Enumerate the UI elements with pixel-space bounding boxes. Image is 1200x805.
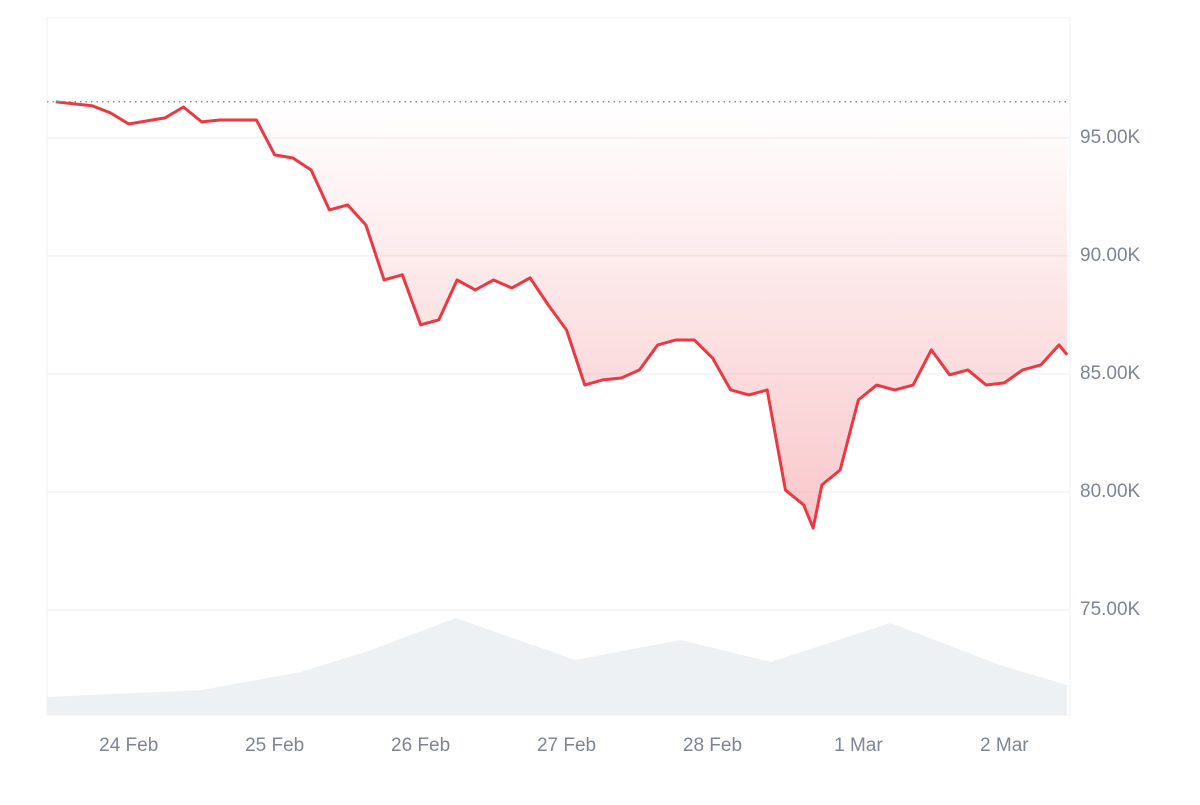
y-tick-label: 75.00K [1080, 599, 1141, 620]
x-tick-label: 2 Mar [980, 735, 1029, 756]
x-tick-label: 24 Feb [99, 735, 158, 756]
y-tick-label: 80.00K [1080, 481, 1141, 502]
x-tick-label: 26 Feb [391, 735, 450, 756]
x-tick-label: 1 Mar [834, 735, 883, 756]
below-baseline-fill [55, 101, 1068, 529]
volume-area [47, 617, 1068, 715]
price-line [55, 100, 1069, 530]
y-tick-label: 95.00K [1080, 127, 1141, 148]
x-tick-label: 25 Feb [245, 735, 304, 756]
x-tick-label: 27 Feb [537, 735, 596, 756]
x-tick-label: 28 Feb [683, 735, 742, 756]
y-tick-label: 90.00K [1080, 245, 1141, 266]
y-tick-label: 85.00K [1080, 363, 1141, 384]
